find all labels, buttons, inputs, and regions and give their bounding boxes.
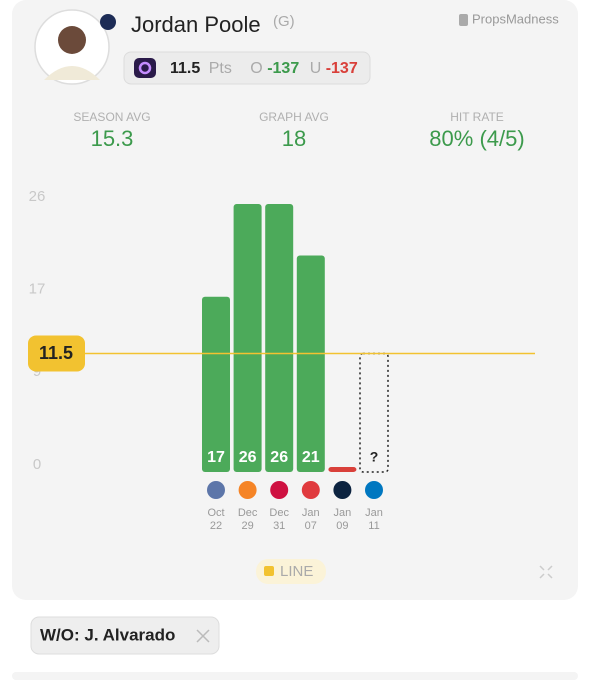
bar-label: 21	[302, 449, 320, 466]
brand-icon	[459, 14, 468, 26]
player-position: (G)	[273, 13, 295, 30]
x-tick-label: Dec	[269, 507, 289, 519]
book-icon-mark	[138, 61, 152, 75]
bar	[296, 255, 325, 472]
bar	[265, 204, 294, 472]
stat-value: 18	[282, 126, 306, 151]
collapse-icon[interactable]	[539, 565, 553, 579]
team-logo	[270, 481, 289, 499]
upcoming-label: ?	[370, 449, 379, 465]
filter-chip[interactable]	[30, 616, 220, 655]
prop-text: 11.5 Pts O -137 U -137	[170, 60, 358, 77]
brand: PropsMadness	[472, 11, 559, 26]
legend-label: LINE	[280, 563, 313, 580]
y-tick-label: 0	[33, 456, 41, 473]
bar	[233, 204, 262, 472]
bar-label: 17	[207, 449, 225, 466]
team-logo	[333, 481, 352, 499]
legend-swatch	[264, 566, 274, 576]
x-tick-label: Jan	[302, 507, 320, 519]
y-tick-label: 17	[29, 281, 46, 298]
legend-pill[interactable]	[256, 559, 326, 584]
stat-label: GRAPH AVG	[259, 110, 329, 124]
next-card	[12, 672, 578, 680]
threshold-label: 11.5	[39, 343, 73, 363]
x-tick-label: Oct	[207, 507, 224, 519]
bar-label: 26	[239, 449, 257, 466]
prop-stat: Pts	[209, 60, 232, 77]
over-odds: -137	[267, 60, 299, 77]
threshold-badge	[28, 335, 85, 372]
filter-chip-label: W/O: J. Alvarado	[40, 625, 175, 644]
over-label: O	[250, 60, 262, 77]
avatar-head	[58, 26, 86, 54]
y-tick-label: 9	[33, 363, 41, 380]
bar-label: 26	[270, 449, 288, 466]
under-odds: -137	[326, 60, 358, 77]
x-tick-label: 11	[368, 520, 379, 532]
y-tick-label: 26	[29, 188, 46, 205]
x-tick-label: 07	[305, 520, 317, 532]
stat-label: SEASON AVG	[73, 110, 150, 124]
x-tick-label: 29	[241, 520, 253, 532]
under-label: U	[310, 60, 322, 77]
x-tick-label: Jan	[365, 507, 383, 519]
x-tick-label: Dec	[238, 507, 258, 519]
bar	[202, 296, 230, 472]
chip-remove[interactable]	[196, 629, 210, 643]
prop-pill[interactable]	[123, 51, 371, 85]
card	[12, 0, 578, 600]
team-logo	[100, 14, 116, 30]
team-logo	[301, 481, 320, 499]
bar	[328, 467, 357, 472]
prop-line: 11.5	[170, 60, 200, 77]
avatar-body	[44, 66, 100, 80]
x-tick-label: 31	[273, 520, 285, 532]
player-name: Jordan Poole	[131, 12, 261, 37]
x-tick-label: Jan	[334, 507, 352, 519]
x-tick-label: 09	[336, 520, 348, 532]
x-tick-label: 22	[210, 520, 222, 532]
stat-value: 80% (4/5)	[429, 126, 524, 151]
book-icon	[134, 58, 156, 78]
team-logo	[207, 481, 225, 499]
stat-value: 15.3	[91, 126, 134, 151]
team-logo	[365, 481, 383, 499]
stat-label: HIT RATE	[450, 110, 504, 124]
team-logo	[238, 481, 257, 499]
